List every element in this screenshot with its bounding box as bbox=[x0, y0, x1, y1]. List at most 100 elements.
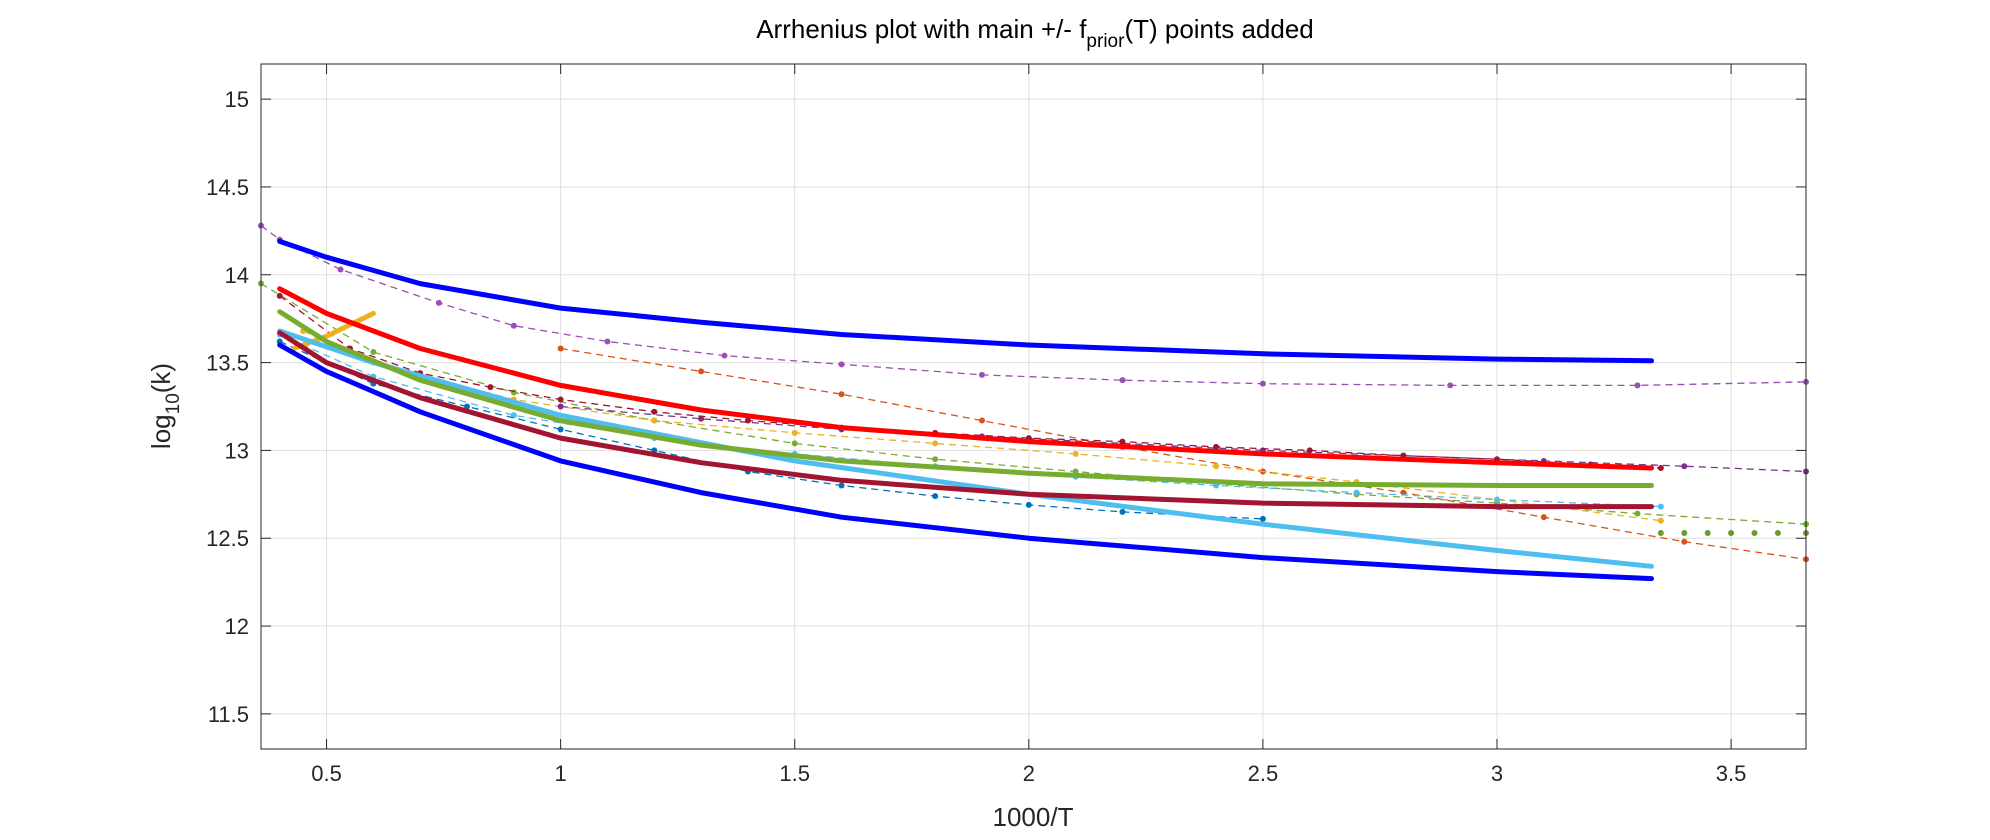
series-point bbox=[1751, 529, 1758, 536]
x-tick-label: 1 bbox=[555, 761, 567, 786]
series-point bbox=[557, 403, 564, 410]
series-point bbox=[1657, 503, 1664, 510]
series-point bbox=[1259, 380, 1266, 387]
y-axis-title-subscript: 10 bbox=[163, 393, 184, 414]
series-7 bbox=[276, 292, 1664, 471]
series-line bbox=[277, 330, 1654, 510]
chart-title: Arrhenius plot with main +/- fprior(T) p… bbox=[756, 14, 1314, 52]
series-point bbox=[1119, 438, 1126, 445]
series-point bbox=[435, 299, 442, 306]
chart-title-subscript: prior bbox=[1086, 31, 1125, 52]
x-tick-label: 1.5 bbox=[779, 761, 810, 786]
series-point bbox=[932, 456, 939, 463]
series-point bbox=[557, 345, 564, 352]
series-point bbox=[510, 322, 517, 329]
series-point bbox=[698, 415, 705, 422]
series-point bbox=[838, 391, 845, 398]
series-point bbox=[838, 482, 845, 489]
y-tick-label: 13 bbox=[225, 438, 249, 463]
y-axis-title-log: log bbox=[146, 414, 176, 449]
series-point bbox=[276, 292, 283, 299]
series-point bbox=[698, 368, 705, 375]
series-13 bbox=[277, 309, 1654, 488]
series-9 bbox=[291, 310, 376, 351]
x-tick-label: 2 bbox=[1023, 761, 1035, 786]
grid bbox=[261, 64, 1806, 749]
series-line bbox=[291, 310, 376, 351]
series-point bbox=[370, 349, 377, 356]
series-10 bbox=[277, 238, 1654, 364]
series-1 bbox=[557, 345, 1809, 563]
series-line bbox=[277, 238, 1654, 364]
series-point bbox=[604, 338, 611, 345]
series-point bbox=[1119, 508, 1126, 515]
series-point bbox=[1657, 464, 1664, 471]
series-2 bbox=[258, 280, 1809, 528]
series-point bbox=[1447, 382, 1454, 389]
series-point bbox=[1119, 377, 1126, 384]
y-tick-label: 14.5 bbox=[206, 175, 249, 200]
series-11 bbox=[277, 342, 1654, 582]
series-line bbox=[277, 286, 1654, 471]
series-point bbox=[1681, 463, 1688, 470]
series-point bbox=[1494, 496, 1500, 503]
x-axis-title: 1000/T bbox=[993, 802, 1074, 832]
series-line bbox=[260, 283, 1807, 525]
chart-title-end: (T) points added bbox=[1124, 14, 1313, 44]
series-point bbox=[487, 384, 494, 391]
x-tick-label: 3 bbox=[1491, 761, 1503, 786]
x-tick-label: 0.5 bbox=[311, 761, 342, 786]
series-line bbox=[560, 347, 1807, 560]
series-point bbox=[1213, 463, 1220, 470]
series-point bbox=[979, 417, 985, 424]
series-line bbox=[277, 309, 1654, 488]
series-point bbox=[721, 352, 728, 359]
series-point bbox=[1540, 514, 1547, 521]
series-point bbox=[1634, 382, 1641, 389]
series-point bbox=[1353, 489, 1360, 496]
series-point bbox=[651, 408, 658, 415]
series-point bbox=[1400, 489, 1407, 496]
series-point bbox=[1774, 529, 1781, 536]
series-line bbox=[279, 295, 1661, 469]
series-point bbox=[791, 429, 798, 436]
series-14 bbox=[277, 330, 1654, 510]
series-point bbox=[510, 412, 517, 419]
x-tick-label: 2.5 bbox=[1248, 761, 1279, 786]
series-point bbox=[557, 426, 564, 433]
y-axis-title-end: (k) bbox=[146, 363, 176, 393]
series-point bbox=[1025, 501, 1032, 508]
series-point bbox=[791, 440, 798, 447]
series-point bbox=[1072, 450, 1079, 457]
y-tick-label: 13.5 bbox=[206, 351, 249, 376]
y-axis-title: log10(k) bbox=[146, 363, 184, 449]
series-line bbox=[260, 225, 1807, 387]
series-point bbox=[464, 403, 470, 410]
plot-area-frame bbox=[260, 63, 1807, 750]
series-point bbox=[838, 361, 845, 368]
y-tick-label: 15 bbox=[225, 87, 249, 112]
series-0 bbox=[258, 222, 1809, 389]
series-point bbox=[744, 417, 751, 424]
series-point bbox=[1306, 447, 1313, 454]
x-tick-label: 3.5 bbox=[1716, 761, 1747, 786]
series-15 bbox=[277, 286, 1654, 471]
series-line bbox=[277, 342, 1654, 582]
series-point bbox=[1657, 529, 1664, 536]
y-tick-label: 11.5 bbox=[208, 702, 249, 727]
series-point bbox=[932, 493, 939, 500]
y-tick-label: 14 bbox=[225, 263, 249, 288]
series-point bbox=[337, 266, 344, 273]
series-point bbox=[932, 440, 939, 447]
series-point bbox=[557, 396, 564, 403]
series-point bbox=[1704, 529, 1711, 536]
series-point bbox=[1657, 517, 1664, 524]
series-point bbox=[1634, 510, 1641, 517]
y-tick-label: 12 bbox=[225, 614, 249, 639]
series-layer bbox=[258, 222, 1809, 582]
series-point bbox=[1681, 529, 1688, 536]
series-point bbox=[1728, 529, 1735, 536]
series-point bbox=[651, 417, 658, 424]
